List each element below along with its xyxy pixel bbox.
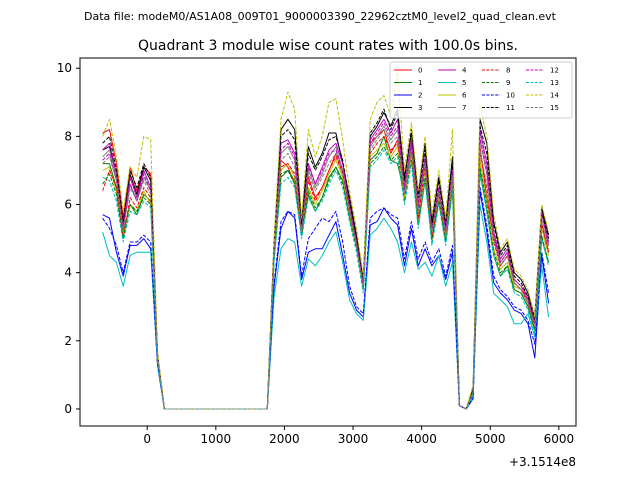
x-tick-label: 3000 <box>338 432 369 446</box>
legend-label-11: 11 <box>506 104 515 112</box>
legend-label-13: 13 <box>550 79 559 87</box>
y-tick-label: 0 <box>64 402 72 416</box>
x-tick-label: 1000 <box>201 432 232 446</box>
legend-label-3: 3 <box>418 104 422 112</box>
legend-label-6: 6 <box>462 92 467 100</box>
y-tick-label: 4 <box>64 266 72 280</box>
chart-title: Quadrant 3 module wise count rates with … <box>138 38 518 54</box>
x-axis: 0 1000 2000 3000 4000 5000 6000 <box>143 426 574 446</box>
legend-label-0: 0 <box>418 67 422 75</box>
legend-label-7: 7 <box>462 104 466 112</box>
y-tick-label: 6 <box>64 198 72 212</box>
x-tick-label: 4000 <box>406 432 437 446</box>
y-tick-label: 2 <box>64 334 72 348</box>
legend-label-10: 10 <box>506 92 515 100</box>
series-line-15 <box>102 129 550 410</box>
legend-label-5: 5 <box>462 79 466 87</box>
legend-label-1: 1 <box>418 79 422 87</box>
x-tick-label: 6000 <box>544 432 575 446</box>
legend-label-8: 8 <box>506 67 510 75</box>
x-tick-label: 2000 <box>269 432 300 446</box>
x-tick-label: 0 <box>143 432 151 446</box>
legend-label-15: 15 <box>550 104 559 112</box>
figure-suptitle: Data file: modeM0/AS1A08_009T01_90000033… <box>84 10 557 23</box>
legend-label-9: 9 <box>506 79 510 87</box>
series-layer <box>102 71 550 410</box>
legend-label-14: 14 <box>550 92 559 100</box>
y-tick-label: 8 <box>64 129 72 143</box>
series-line-9 <box>102 146 550 410</box>
x-tick-label: 5000 <box>475 432 506 446</box>
series-line-10 <box>102 187 550 410</box>
legend-label-12: 12 <box>550 67 559 75</box>
legend-label-2: 2 <box>418 92 422 100</box>
y-axis: 0 2 4 6 8 10 <box>57 61 80 416</box>
plot-frame <box>79 57 577 427</box>
legend-box <box>389 61 573 119</box>
y-tick-label: 10 <box>57 61 72 75</box>
legend-label-4: 4 <box>462 67 467 75</box>
x-offset-label: +3.1514e8 <box>509 455 576 469</box>
